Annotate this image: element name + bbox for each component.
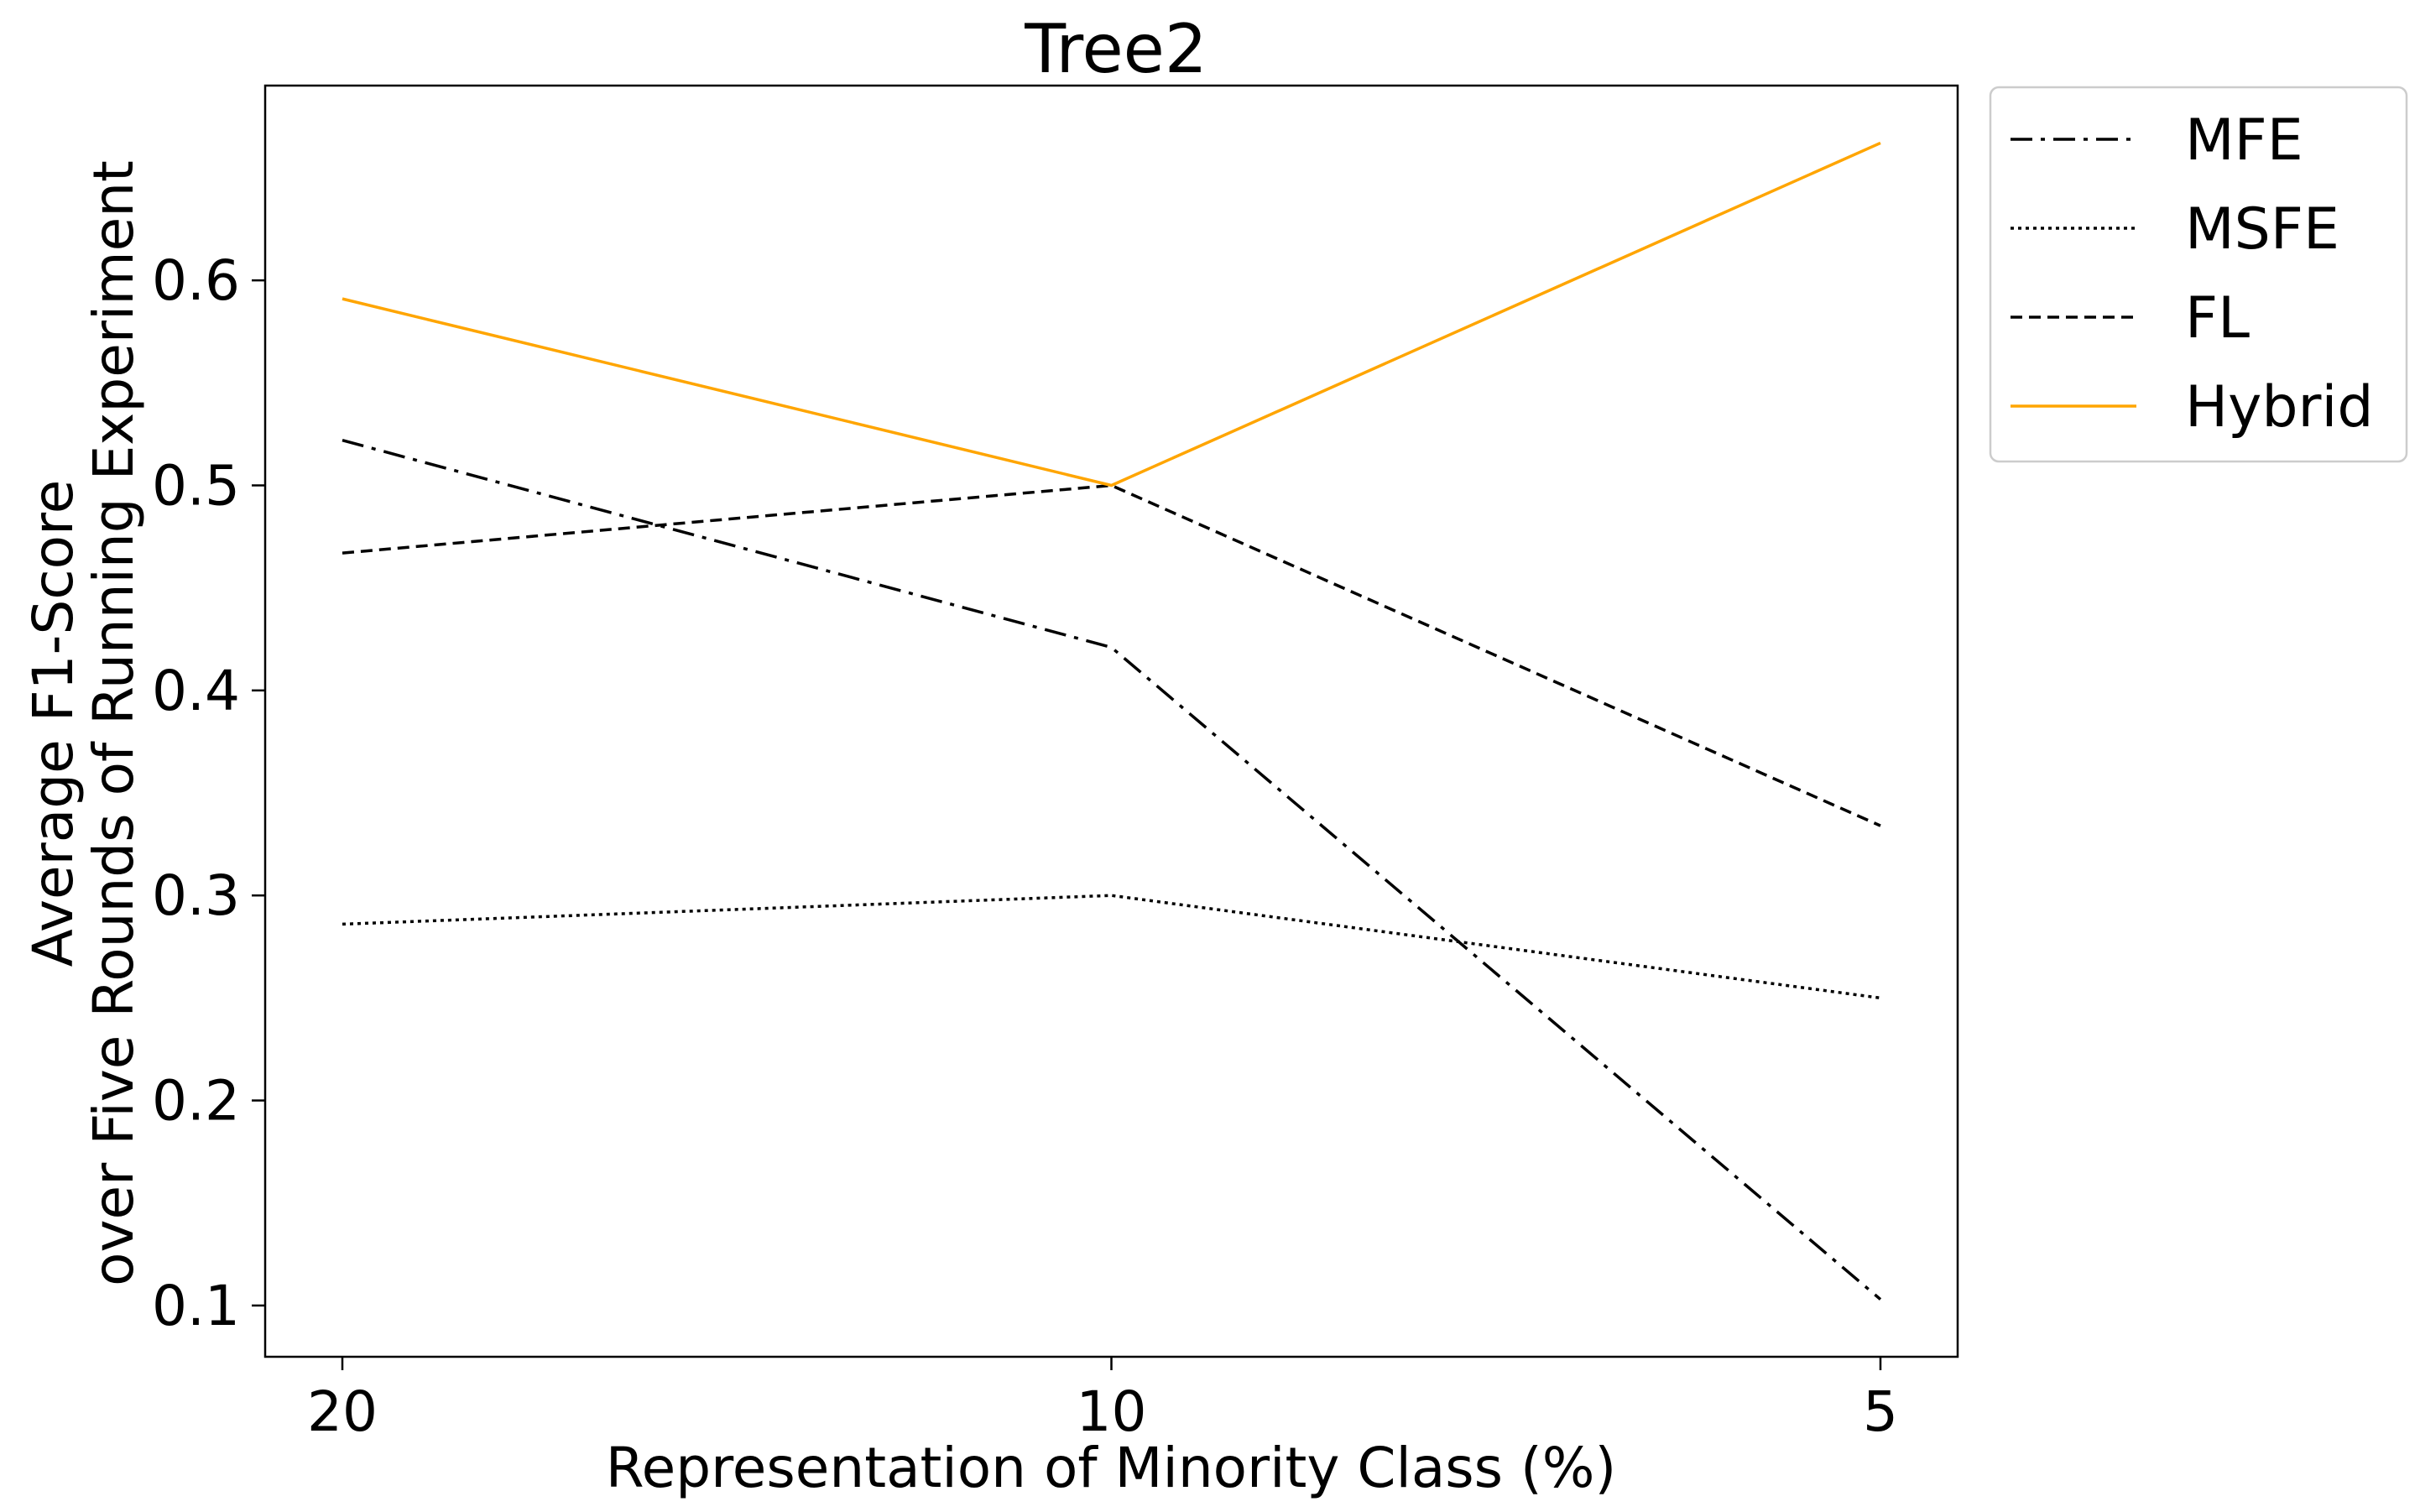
legend-label-mfe: MFE: [2185, 107, 2303, 174]
x-tick-label: 5: [1863, 1379, 1898, 1444]
series-line-msfe: [342, 894, 1881, 1000]
legend-label-msfe: MSFE: [2185, 196, 2339, 263]
legend-items: MFE MSFE FL Hybrid: [2011, 107, 2374, 441]
y-tick-label: 0.3: [152, 863, 240, 928]
y-axis-label-line-1: Average F1-Score: [21, 480, 86, 967]
legend-label-fl: FL: [2185, 285, 2250, 352]
y-tick-label: 0.1: [152, 1274, 240, 1338]
series-line-fl: [342, 483, 1881, 827]
x-tick-label: 20: [307, 1379, 378, 1444]
y-axis-label: Average F1-Score over Five Rounds of Run…: [21, 160, 146, 1286]
legend-frame: [1989, 86, 2408, 463]
series-line-hybrid: [342, 141, 1881, 487]
legend: MFE MSFE FL Hybrid: [1989, 86, 2408, 463]
legend-label-hybrid: Hybrid: [2185, 374, 2374, 441]
y-axis-ticks: 0.1 0.2 0.3 0.4 0.5 0.6: [152, 248, 265, 1338]
y-tick-label: 0.4: [152, 659, 240, 723]
y-tick-label: 0.6: [152, 248, 240, 313]
x-axis-label: Representation of Minority Class (%): [606, 1436, 1617, 1500]
series-line-mfe: [342, 439, 1882, 1301]
chart-title: Tree2: [1024, 10, 1207, 88]
series-layer: [342, 141, 1882, 1301]
y-tick-label: 0.5: [152, 453, 240, 518]
plot-area: [263, 84, 1959, 1358]
x-tick-label: 10: [1077, 1379, 1147, 1444]
x-axis-ticks: 20 10 5: [307, 1357, 1898, 1444]
y-axis-label-line-2: over Five Rounds of Running Experiment: [81, 160, 146, 1286]
plot-frame: [263, 84, 1959, 1358]
y-tick-label: 0.2: [152, 1069, 240, 1134]
